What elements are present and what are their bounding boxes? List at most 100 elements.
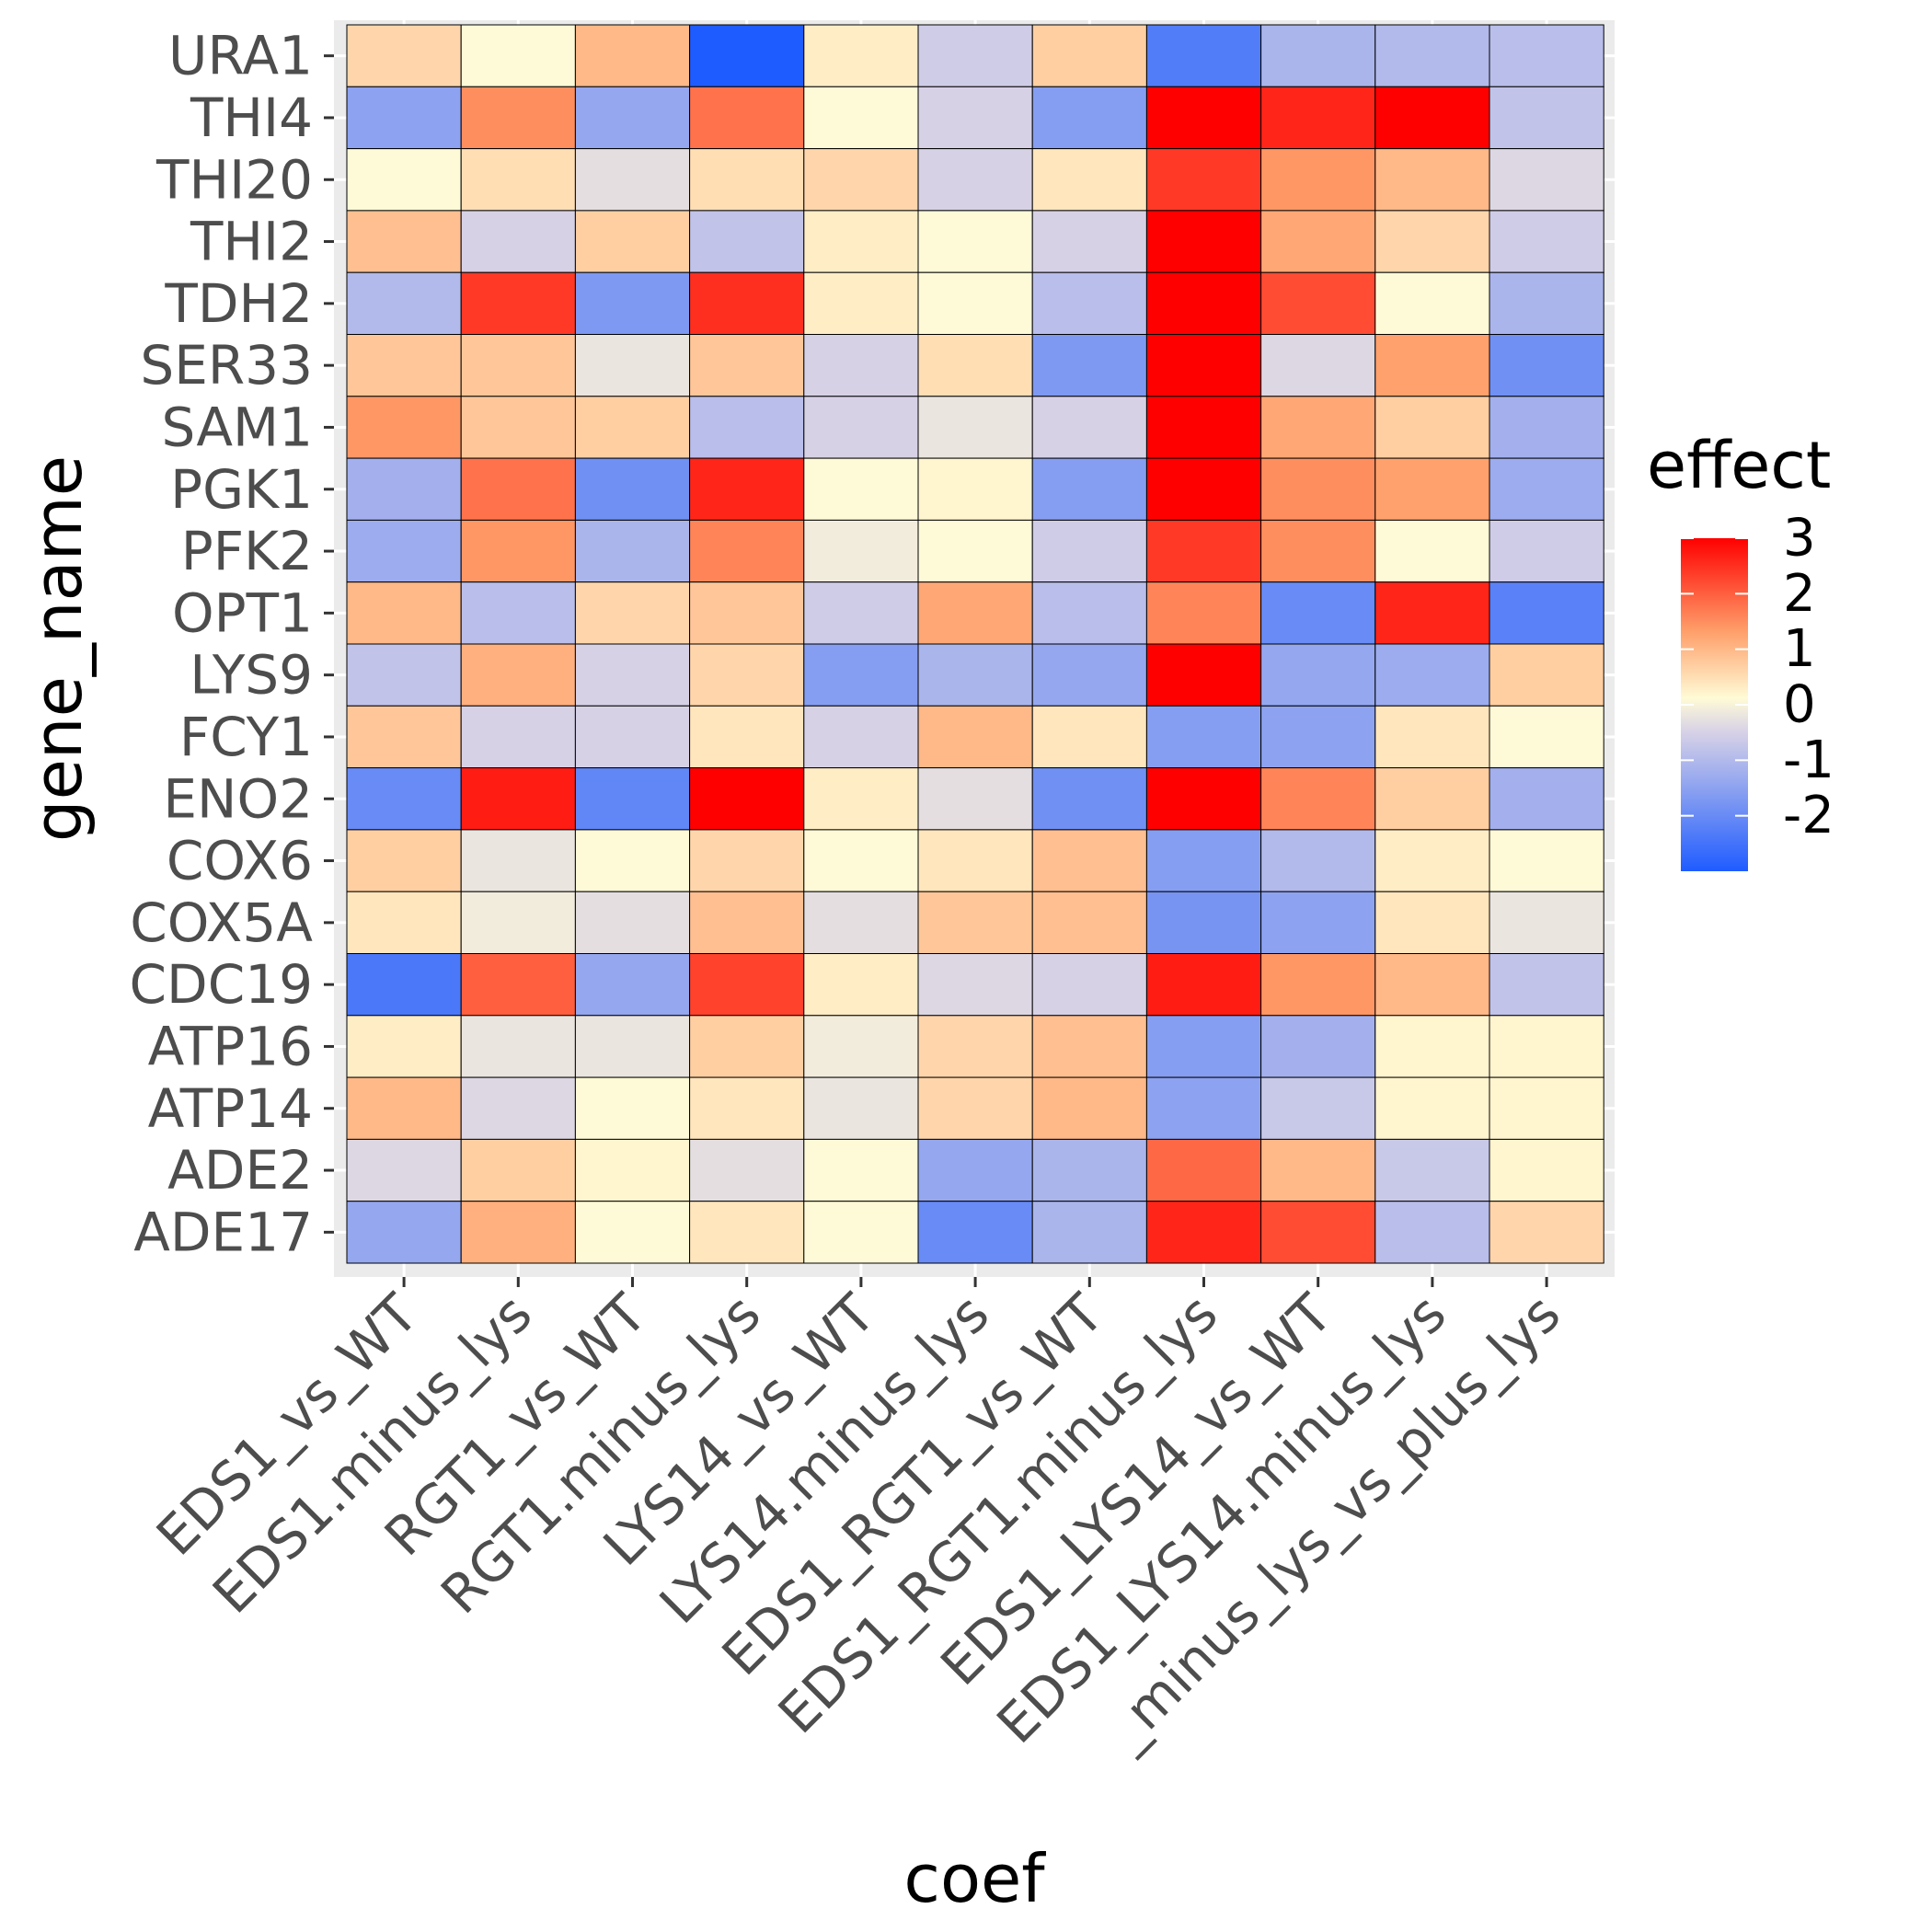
heatmap-cell-eno2-eds1-lys14-vs-wt: [1260, 767, 1376, 831]
heatmap-cell-cox6-lys14-vs-wt: [803, 829, 919, 892]
y-tick-label-ura1: URA1: [168, 25, 313, 87]
heatmap-cell-pgk1-eds1-lys14-minus-lys: [1374, 457, 1490, 521]
heatmap-cell-lys9-lys14-minus-lys: [917, 643, 1033, 707]
heatmap-cell-tdh2-lys14-minus-lys: [917, 271, 1033, 336]
y-tick-label-thi4: THI4: [190, 86, 313, 149]
heatmap-cell-atp14-eds1-minus-lys: [460, 1076, 576, 1140]
heatmap-cell-ade2-rgt1-vs-wt: [574, 1138, 691, 1202]
heatmap-cell-opt1-eds1-minus-lys: [460, 581, 576, 645]
heatmap-cell-pgk1-rgt1-minus-lys: [689, 457, 805, 521]
legend-label: -1: [1783, 730, 1834, 790]
heatmap-cell-tdh2-rgt1-minus-lys: [689, 271, 805, 336]
heatmap-cell-cdc19-eds1-vs-wt: [346, 953, 462, 1017]
legend-label: 2: [1783, 564, 1816, 624]
heatmap-cell-sam1-eds1-lys14-vs-wt: [1260, 396, 1376, 459]
heatmap-cell-fcy1-eds1-rgt1-minus-lys: [1145, 705, 1262, 769]
heatmap-cell-sam1-lys14-vs-wt: [803, 396, 919, 459]
heatmap-cell-cox6-minus-lys-vs-plus-lys: [1489, 829, 1604, 892]
heatmap-cell-pfk2-eds1-rgt1-vs-wt: [1031, 519, 1147, 583]
heatmap-cell-ura1-eds1-rgt1-minus-lys: [1145, 24, 1262, 87]
heatmap-cell-thi4-eds1-lys14-vs-wt: [1260, 86, 1376, 150]
heatmap-cell-thi20-eds1-lys14-minus-lys: [1374, 148, 1490, 212]
heatmap-cell-eno2-eds1-lys14-minus-lys: [1374, 767, 1490, 831]
heatmap-cell-fcy1-eds1-vs-wt: [346, 705, 462, 769]
heatmap-cell-atp16-eds1-lys14-minus-lys: [1374, 1015, 1490, 1078]
heatmap-cell-cox5a-eds1-vs-wt: [346, 891, 462, 955]
heatmap-cell-ser33-minus-lys-vs-plus-lys: [1489, 334, 1604, 397]
heatmap-cell-eno2-eds1-minus-lys: [460, 767, 576, 831]
heatmap-cell-ura1-lys14-minus-lys: [917, 24, 1033, 87]
heatmap-cell-sam1-rgt1-minus-lys: [689, 396, 805, 459]
heatmap-cell-cox5a-lys14-vs-wt: [803, 891, 919, 955]
heatmap-cell-thi2-minus-lys-vs-plus-lys: [1489, 210, 1604, 273]
heatmap-cell-cox6-eds1-lys14-minus-lys: [1374, 829, 1490, 892]
heatmap-cell-thi2-eds1-lys14-vs-wt: [1260, 210, 1376, 273]
heatmap-cell-cox5a-eds1-rgt1-minus-lys: [1145, 891, 1262, 955]
heatmap-cell-pgk1-eds1-vs-wt: [346, 457, 462, 521]
y-axis-ticks: URA1THI4THI20THI2TDH2SER33SAM1PGK1PFK2OP…: [130, 25, 334, 1263]
heatmap-cell-fcy1-lys14-vs-wt: [803, 705, 919, 769]
heatmap-cell-cox5a-lys14-minus-lys: [917, 891, 1033, 955]
heatmap-cell-opt1-rgt1-minus-lys: [689, 581, 805, 645]
heatmap-cell-ade2-rgt1-minus-lys: [689, 1138, 805, 1202]
heatmap-cell-thi20-rgt1-vs-wt: [574, 148, 691, 212]
y-tick-label-tdh2: TDH2: [164, 272, 313, 335]
heatmap-cell-sam1-eds1-vs-wt: [346, 396, 462, 459]
heatmap-cell-cox5a-minus-lys-vs-plus-lys: [1489, 891, 1604, 955]
heatmap-cell-thi2-eds1-rgt1-vs-wt: [1031, 210, 1147, 273]
heatmap-cell-thi20-lys14-vs-wt: [803, 148, 919, 212]
heatmap-cell-lys9-eds1-rgt1-minus-lys: [1145, 643, 1262, 707]
heatmap-cell-thi2-eds1-rgt1-minus-lys: [1145, 210, 1262, 273]
heatmap-cell-thi2-rgt1-vs-wt: [574, 210, 691, 273]
heatmap-cell-ade2-eds1-vs-wt: [346, 1138, 462, 1202]
heatmap-cell-cox5a-eds1-lys14-minus-lys: [1374, 891, 1490, 955]
heatmap-cell-atp14-eds1-lys14-vs-wt: [1260, 1076, 1376, 1140]
heatmap-cell-ade17-eds1-vs-wt: [346, 1201, 462, 1264]
heatmap-cell-atp16-lys14-vs-wt: [803, 1015, 919, 1078]
heatmap-cells: [346, 24, 1604, 1264]
heatmap-cell-thi20-eds1-lys14-vs-wt: [1260, 148, 1376, 212]
heatmap-cell-ade2-eds1-rgt1-minus-lys: [1145, 1138, 1262, 1202]
heatmap-cell-ade2-lys14-minus-lys: [917, 1138, 1033, 1202]
heatmap-cell-atp14-eds1-vs-wt: [346, 1076, 462, 1140]
heatmap-cell-sam1-minus-lys-vs-plus-lys: [1489, 396, 1604, 459]
heatmap-cell-fcy1-lys14-minus-lys: [917, 705, 1033, 769]
heatmap-cell-tdh2-rgt1-vs-wt: [574, 271, 691, 336]
heatmap-cell-ura1-rgt1-vs-wt: [574, 24, 691, 87]
heatmap-cell-fcy1-rgt1-vs-wt: [574, 705, 691, 769]
heatmap-cell-opt1-eds1-rgt1-minus-lys: [1145, 581, 1262, 645]
heatmap-cell-ade17-minus-lys-vs-plus-lys: [1489, 1201, 1604, 1264]
y-tick-label-atp16: ATP16: [148, 1015, 313, 1077]
heatmap-cell-ser33-eds1-rgt1-vs-wt: [1031, 334, 1147, 397]
heatmap-cell-thi4-eds1-rgt1-minus-lys: [1145, 86, 1262, 150]
heatmap-cell-atp16-rgt1-minus-lys: [689, 1015, 805, 1078]
heatmap-cell-thi2-lys14-minus-lys: [917, 210, 1033, 273]
y-tick-label-ser33: SER33: [140, 334, 313, 397]
heatmap-cell-ser33-eds1-rgt1-minus-lys: [1145, 334, 1262, 397]
heatmap-cell-pgk1-rgt1-vs-wt: [574, 457, 691, 521]
y-tick-label-cox5a: COX5A: [130, 891, 313, 954]
heatmap-cell-atp16-minus-lys-vs-plus-lys: [1489, 1015, 1604, 1078]
heatmap-cell-opt1-lys14-vs-wt: [803, 581, 919, 645]
heatmap-cell-ura1-eds1-minus-lys: [460, 24, 576, 87]
heatmap-cell-atp16-eds1-vs-wt: [346, 1015, 462, 1078]
y-tick-label-ade17: ADE17: [133, 1201, 313, 1263]
heatmap-cell-cox6-eds1-rgt1-minus-lys: [1145, 829, 1262, 892]
heatmap-cell-lys9-lys14-vs-wt: [803, 643, 919, 707]
heatmap-cell-thi2-rgt1-minus-lys: [689, 210, 805, 273]
heatmap-cell-ade17-eds1-rgt1-minus-lys: [1145, 1201, 1262, 1264]
x-axis-title: coef: [903, 1840, 1046, 1917]
heatmap-cell-opt1-lys14-minus-lys: [917, 581, 1033, 645]
heatmap-cell-ade17-eds1-lys14-vs-wt: [1260, 1201, 1376, 1264]
heatmap-cell-ser33-lys14-vs-wt: [803, 334, 919, 397]
heatmap-cell-pfk2-eds1-lys14-vs-wt: [1260, 519, 1376, 583]
heatmap-cell-ser33-eds1-lys14-minus-lys: [1374, 334, 1490, 397]
heatmap-cell-fcy1-eds1-lys14-minus-lys: [1374, 705, 1490, 769]
heatmap-cell-cox6-eds1-vs-wt: [346, 829, 462, 892]
heatmap-cell-cox5a-eds1-minus-lys: [460, 891, 576, 955]
heatmap-cell-sam1-eds1-lys14-minus-lys: [1374, 396, 1490, 459]
heatmap-cell-atp14-eds1-rgt1-vs-wt: [1031, 1076, 1147, 1140]
heatmap-cell-ura1-eds1-rgt1-vs-wt: [1031, 24, 1147, 87]
